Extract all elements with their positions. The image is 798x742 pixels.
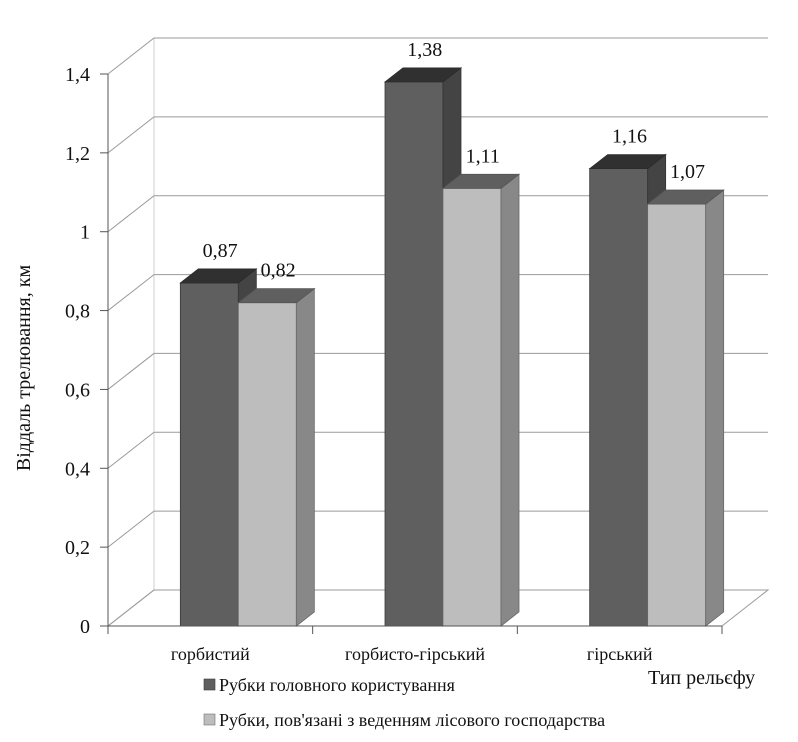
- gridlines: [107, 37, 768, 627]
- y-tick-label: 0,2: [65, 537, 90, 559]
- gridline: [107, 431, 768, 469]
- x-axis: горбистий горбисто-гірський гірський: [107, 625, 723, 664]
- y-tick-label: 0,4: [65, 458, 90, 480]
- bar-top: [441, 173, 521, 189]
- bar-front: [237, 302, 297, 627]
- data-label: 0,87: [203, 240, 238, 262]
- x-category-label: горбисто-гірський: [345, 644, 485, 664]
- y-tick-label: 0,8: [65, 301, 90, 323]
- bar-front: [589, 168, 649, 627]
- bar: [441, 173, 521, 627]
- gridline: [107, 510, 768, 548]
- x-category-label: горбистий: [171, 644, 250, 664]
- y-axis-title: Віддаль трелювання, км: [13, 265, 35, 472]
- data-labels: 0,87 0,82 1,38 1,11 1,16 1,07: [203, 39, 705, 282]
- data-label: 1,16: [612, 126, 647, 148]
- bar-top: [179, 268, 258, 284]
- bar-side: [705, 189, 725, 627]
- bar: [237, 287, 316, 627]
- bar-top: [588, 154, 667, 170]
- bar-front: [647, 203, 707, 627]
- bars: [179, 67, 725, 627]
- data-label: 1,38: [407, 39, 442, 61]
- gridline: [107, 274, 768, 311]
- data-label: 0,82: [261, 260, 296, 282]
- y-tick-label: 1: [80, 222, 90, 244]
- bar-front: [442, 187, 502, 627]
- legend-swatch: [203, 713, 216, 726]
- legend-label: Рубки головного користування: [219, 675, 455, 695]
- bar: [646, 189, 725, 627]
- bar-side: [500, 173, 520, 627]
- bar-front: [179, 282, 239, 627]
- legend-label: Рубки, пов'язані з веденням лісового гос…: [219, 710, 605, 730]
- data-label: 1,11: [466, 145, 500, 167]
- bar-top: [646, 189, 725, 205]
- x-category-label: гірський: [587, 644, 653, 664]
- bar-top: [383, 67, 463, 83]
- gridline: [107, 195, 768, 233]
- y-tick-label: 1,4: [65, 64, 90, 86]
- gridline: [107, 116, 768, 154]
- gridline: [107, 37, 768, 75]
- x-axis-title: Тип рельєфу: [648, 667, 755, 689]
- y-tick-label: 0: [80, 616, 90, 638]
- gridline: [107, 589, 768, 627]
- bar-front: [384, 81, 444, 627]
- data-label: 1,07: [670, 161, 705, 183]
- legend-swatch: [203, 678, 216, 691]
- gridline: [107, 352, 768, 390]
- bar-side: [295, 287, 315, 627]
- legend: Рубки головного користування Рубки, пов'я…: [203, 675, 605, 730]
- y-axis-ticks: 0 0,2 0,4 0,6 0,8 1 1,2 1,4: [65, 64, 109, 638]
- bar-top: [237, 288, 316, 304]
- y-tick-label: 0,6: [65, 379, 90, 401]
- y-tick-label: 1,2: [65, 143, 90, 165]
